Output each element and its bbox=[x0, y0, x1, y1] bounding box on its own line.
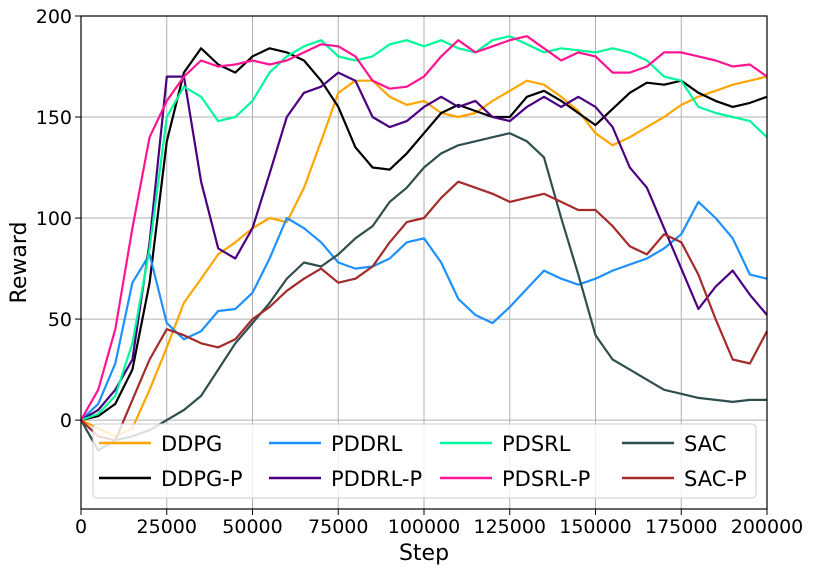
legend-label: DDPG bbox=[161, 432, 222, 456]
y-tick-label: 50 bbox=[48, 309, 72, 331]
y-tick-label: 100 bbox=[36, 208, 72, 230]
x-tick-label: 100000 bbox=[388, 516, 461, 538]
series-line-sac bbox=[80, 132, 767, 452]
x-tick-label: 150000 bbox=[559, 516, 632, 538]
legend-label: SAC-P bbox=[684, 467, 747, 491]
x-axis-ticks: 0 25000 50000 75000 100000 125000 150000 175000… bbox=[75, 509, 803, 538]
series-line-sac-p bbox=[80, 180, 768, 442]
x-tick-label: 200000 bbox=[731, 516, 804, 538]
series-line-ddpg-p bbox=[80, 47, 768, 422]
legend-label: PDDRL-P bbox=[331, 467, 422, 491]
legend-box bbox=[92, 423, 757, 499]
legend-label: DDPG-P bbox=[161, 467, 243, 491]
legend: DDPG DDPG-P PDDRL PDDRL-P PDSRL PDSRL-P SAC SAC… bbox=[92, 423, 757, 499]
y-tick-label: 150 bbox=[36, 107, 72, 129]
series-line-pddrl-p bbox=[80, 71, 768, 422]
series-line-pddrl bbox=[80, 200, 768, 421]
y-tick-label: 200 bbox=[36, 6, 72, 28]
x-tick-label: 125000 bbox=[473, 516, 546, 538]
series-line-ddpg bbox=[80, 75, 768, 438]
legend-label: PDSRL bbox=[502, 432, 571, 456]
series-line-pdsrl bbox=[80, 35, 768, 422]
x-tick-label: 50000 bbox=[222, 516, 282, 538]
x-tick-label: 75000 bbox=[308, 516, 368, 538]
x-tick-label: 0 bbox=[75, 516, 87, 538]
series-lines bbox=[80, 35, 768, 452]
y-tick-label: 0 bbox=[60, 410, 72, 432]
legend-label: SAC bbox=[684, 432, 726, 456]
legend-label: PDSRL-P bbox=[502, 467, 590, 491]
x-tick-label: 25000 bbox=[137, 516, 197, 538]
y-axis-ticks: 0 50 100 150 200 bbox=[36, 6, 81, 432]
legend-label: PDDRL bbox=[331, 432, 403, 456]
series-line-pdsrl-p bbox=[80, 35, 768, 421]
x-tick-label: 175000 bbox=[645, 516, 718, 538]
x-axis-label: Step bbox=[399, 541, 449, 566]
y-axis-label: Reward bbox=[7, 222, 32, 304]
